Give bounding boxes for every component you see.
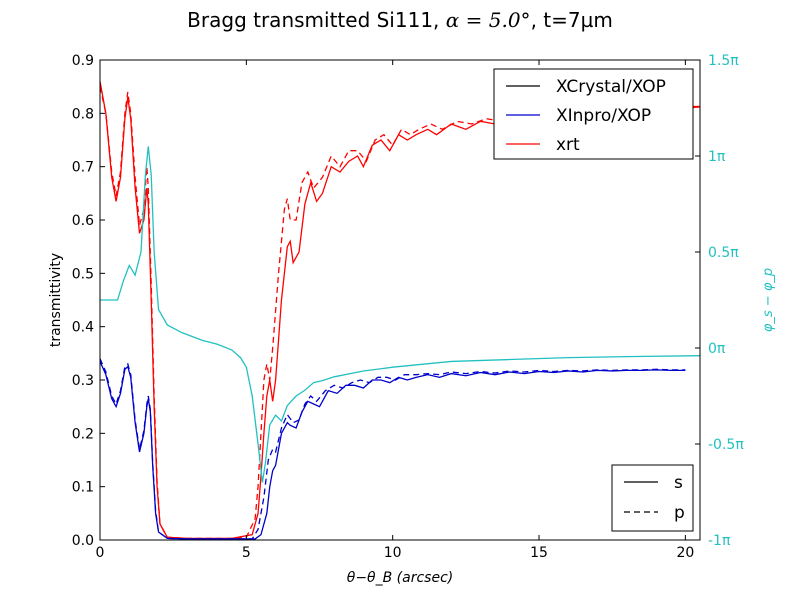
y-tick-label: 0.3 bbox=[72, 373, 94, 389]
y-tick-label: 0.4 bbox=[72, 320, 94, 336]
x-tick-label: 20 bbox=[676, 545, 694, 561]
y2-tick-label: -1π bbox=[708, 533, 731, 549]
chart-title-suffix: , t=7µm bbox=[530, 8, 613, 32]
plot-frame bbox=[99, 59, 701, 541]
series-line-4 bbox=[100, 146, 701, 483]
chart-title: Bragg transmitted Si111, α = 5.0°, t=7µm bbox=[0, 8, 800, 32]
chart-title-math: α = 5.0° bbox=[445, 8, 531, 32]
y-tick-label: 0.8 bbox=[72, 106, 94, 122]
y-tick-label: 0.0 bbox=[72, 533, 94, 549]
y2-tick-label: 0π bbox=[708, 341, 726, 357]
y2-tick-label: 0.5π bbox=[708, 245, 739, 261]
legend-pol-box bbox=[611, 464, 694, 532]
y-tick-label: 0.1 bbox=[72, 480, 94, 496]
y2-tick-label: 1.5π bbox=[708, 53, 739, 69]
y-tick-label: 0.5 bbox=[72, 266, 94, 282]
y-axis-label: transmittivity bbox=[48, 253, 64, 347]
axes-layer: 0 5 10 15 20 0.0 0.1 0.2 0.3 0.4 0.5 0.6 0.7 0.8 0.9 -1… bbox=[72, 53, 745, 561]
x-tick-label: 10 bbox=[384, 545, 402, 561]
legend-label-1: XInpro/XOP bbox=[556, 106, 651, 126]
legend-pol-label-1: p bbox=[674, 503, 685, 523]
y2-tick-label: 1π bbox=[708, 149, 726, 165]
y-tick-label: 0.6 bbox=[72, 213, 94, 229]
y-tick-label: 0.7 bbox=[72, 160, 94, 176]
chart-title-prefix: Bragg transmitted Si111, bbox=[187, 8, 446, 32]
y2-axis-label: φ_s − φ_p bbox=[761, 268, 776, 332]
y-tick-label: 0.9 bbox=[72, 53, 94, 69]
legend-sources: XCrystal/XOP XInpro/XOP xrt bbox=[493, 68, 694, 160]
legend-pol-label-0: s bbox=[674, 473, 683, 493]
legend-label-0: XCrystal/XOP bbox=[556, 77, 666, 97]
series-line-3 bbox=[99, 358, 686, 540]
y2-tick-label: -0.5π bbox=[708, 437, 744, 453]
legend-polarization: sp bbox=[611, 464, 694, 532]
x-tick-label: 5 bbox=[242, 545, 251, 561]
legend-label-2: xrt bbox=[556, 135, 580, 155]
x-axis-label: θ−θ_B (arcsec) bbox=[347, 570, 453, 586]
x-tick-label: 15 bbox=[530, 545, 548, 561]
y-tick-label: 0.2 bbox=[72, 426, 94, 442]
series-line-2 bbox=[99, 361, 686, 540]
x-tick-label: 0 bbox=[96, 545, 105, 561]
